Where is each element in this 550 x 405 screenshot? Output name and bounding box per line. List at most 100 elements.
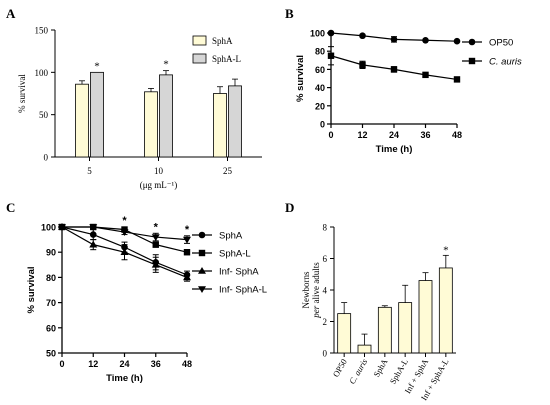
data-point [183, 273, 191, 281]
y-tick-label: 90 [46, 248, 56, 258]
significance-mark: * [185, 224, 190, 236]
panel-label-b: B [285, 6, 294, 21]
panel-label-c: C [6, 200, 15, 215]
significance-mark: * [154, 221, 159, 233]
data-point [390, 36, 398, 43]
legend-label: SphA [212, 36, 233, 46]
data-point [359, 61, 366, 69]
y-axis-label: % survival [26, 267, 37, 314]
x-tick-label: 0 [59, 359, 64, 369]
legend-marker [198, 249, 206, 257]
y-tick-label: 2 [323, 317, 328, 327]
x-tick-label: 36 [151, 359, 161, 369]
data-point [183, 236, 191, 244]
legend-marker [198, 286, 206, 293]
data-point [89, 231, 97, 238]
legend-label: Inf- SphA-L [219, 285, 267, 296]
legend-label: Inf- SphA [219, 267, 259, 278]
y-tick-label: 100 [35, 68, 49, 78]
legend-swatch [192, 35, 207, 46]
bar [90, 71, 104, 158]
data-point [453, 37, 461, 45]
bar [418, 280, 433, 354]
data-point [151, 234, 160, 242]
y-tick-label: 20 [315, 101, 325, 111]
y-axis-label: % survival [295, 55, 306, 102]
y-axis-label-per: per [311, 305, 321, 318]
data-point [390, 66, 398, 73]
y-tick-label: 70 [46, 298, 56, 308]
x-tick-label: 25 [223, 166, 233, 176]
x-tick-label: 24 [389, 130, 399, 140]
x-tick-label: 48 [452, 130, 462, 140]
y-tick-label: 6 [323, 254, 328, 264]
bar [75, 83, 89, 158]
x-axis-label: Time (h) [376, 144, 413, 155]
data-point [422, 71, 429, 79]
data-point [359, 32, 366, 40]
legend-swatch [192, 53, 207, 64]
y-axis-label: % survival [17, 74, 27, 113]
y-tick-label: 80 [315, 47, 325, 57]
y-tick-label: 60 [46, 323, 56, 333]
bar [337, 313, 352, 354]
bar [357, 344, 372, 354]
bar [398, 302, 413, 354]
data-point [120, 248, 129, 255]
y-tick-label: 100 [310, 29, 325, 39]
legend-label: OP50 [489, 38, 513, 49]
data-point [183, 249, 191, 256]
data-point [151, 260, 160, 268]
x-tick-label: 0 [328, 130, 333, 140]
bar [228, 85, 242, 158]
x-tick-label: OP50 [331, 357, 349, 379]
x-tick-label: 5 [87, 166, 92, 176]
legend-label: SphA [219, 231, 243, 242]
y-tick-label: 150 [35, 26, 49, 36]
x-tick-label: 10 [154, 166, 164, 176]
legend-label: C. auris [489, 57, 522, 68]
y-axis-label-rest: alive adults [311, 262, 321, 306]
x-tick-label: SphA [371, 356, 390, 379]
bar [144, 91, 158, 158]
bar [377, 306, 392, 354]
significance-mark: * [443, 244, 449, 256]
y-tick-label: 4 [323, 286, 328, 296]
y-tick-label: 60 [315, 65, 325, 75]
panel-b-survival-line-chart: 0 20 40 60 80 100 0 12 24 36 48 Time (h) % survival O… [295, 29, 522, 156]
bar [438, 267, 453, 354]
significance-mark: * [94, 60, 100, 72]
y-tick-label: 100 [41, 223, 56, 233]
data-point [422, 36, 429, 44]
data-point [152, 241, 159, 248]
y-tick-label: 80 [46, 273, 56, 283]
y-tick-label: 0 [320, 120, 325, 130]
significance-mark: * [163, 59, 169, 71]
x-axis-label: (μg mL⁻¹) [140, 180, 178, 190]
y-tick-label: 8 [323, 223, 328, 233]
y-tick-label: 50 [46, 349, 56, 359]
data-point [89, 240, 98, 248]
data-point [327, 52, 335, 59]
data-point [327, 29, 335, 37]
y-axis-label-line1: Newborns [301, 271, 311, 308]
y-tick-label: 50 [39, 110, 49, 120]
y-tick-label: 0 [323, 349, 328, 359]
data-point [453, 76, 461, 83]
bar [213, 93, 227, 158]
x-tick-label: C. auris [347, 356, 370, 385]
panel-a-bar-chart: 0 50 100 150 5 10 25 * * % survival (μg mL⁻¹) SphA S… [17, 26, 262, 190]
panel-label-d: D [285, 200, 294, 215]
x-tick-label: 24 [119, 359, 129, 369]
y-tick-label: 0 [44, 153, 49, 163]
panel-c-survival-line-chart: 50 60 70 80 90 100 0 12 24 36 48 Time (h) % survival… [26, 215, 267, 384]
data-point [120, 229, 129, 237]
legend-marker [468, 38, 476, 46]
legend-marker [468, 57, 476, 65]
x-tick-label: 12 [88, 359, 98, 369]
data-point [58, 224, 66, 231]
legend-label: SphA-L [212, 54, 241, 64]
x-tick-label: 36 [420, 130, 430, 140]
x-tick-label: 48 [182, 359, 192, 369]
